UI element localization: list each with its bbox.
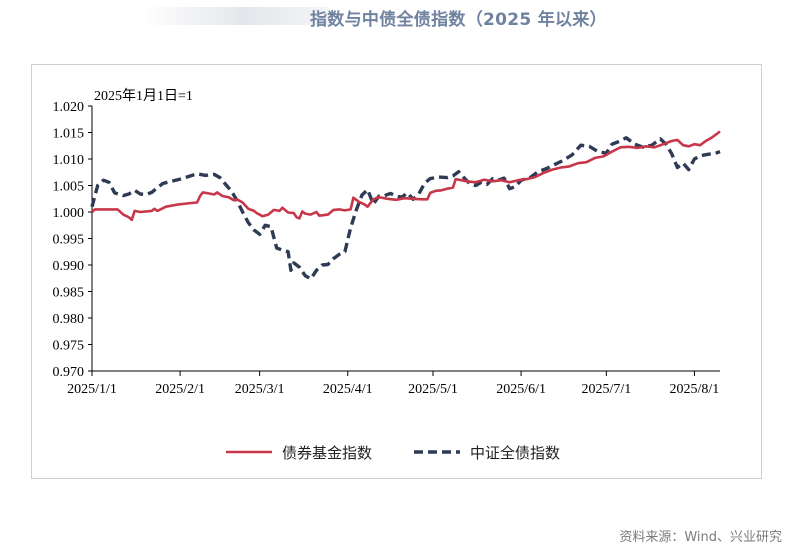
title-obscured-region <box>140 7 330 25</box>
y-tick-label: 0.985 <box>53 286 85 301</box>
x-tick-label: 2025/3/1 <box>235 382 285 397</box>
series-lines <box>90 130 721 281</box>
y-tick-label: 1.005 <box>53 180 85 195</box>
x-tick-label: 2025/6/1 <box>496 382 546 397</box>
legend-label-csi-bond: 中证全债指数 <box>470 444 560 462</box>
y-tick-label: 0.995 <box>53 233 85 248</box>
x-tick-label: 2025/8/1 <box>670 382 720 397</box>
header: 指数与中债全债指数（2025 年以来） <box>0 0 810 36</box>
x-tick-label: 2025/7/1 <box>581 382 631 397</box>
chart-annotation: 2025年1月1日=1 <box>94 88 193 104</box>
source-note: 资料来源：Wind、兴业研究 <box>619 530 782 545</box>
y-tick-label: 0.975 <box>53 339 85 354</box>
x-tick-label: 2025/4/1 <box>323 382 373 397</box>
y-tick-label: 1.020 <box>53 100 85 115</box>
x-tick-label: 2025/1/1 <box>67 382 117 397</box>
y-tick-label: 1.015 <box>53 127 85 142</box>
chart-title: 指数与中债全债指数（2025 年以来） <box>310 10 607 30</box>
legend-label-bond-fund: 债券基金指数 <box>282 444 372 462</box>
y-tick-label: 1.010 <box>53 153 85 168</box>
tick-labels: 1.020 1.015 1.010 1.005 1.000 0.995 0.990 0.985… <box>53 100 720 397</box>
y-tick-label: 0.990 <box>53 259 85 274</box>
chart-frame <box>31 64 762 479</box>
y-tick-label: 0.980 <box>53 312 85 327</box>
y-tick-label: 1.000 <box>53 206 85 221</box>
y-tick-label: 0.970 <box>53 365 85 380</box>
x-tick-label: 2025/2/1 <box>155 382 205 397</box>
x-tick-label: 2025/5/1 <box>408 382 458 397</box>
axes <box>88 105 720 376</box>
legend: 债券基金指数 中证全债指数 <box>226 444 560 462</box>
series-line-csi-aggregate-bond-index <box>90 136 721 281</box>
series-line-bond-fund-index <box>91 130 721 222</box>
